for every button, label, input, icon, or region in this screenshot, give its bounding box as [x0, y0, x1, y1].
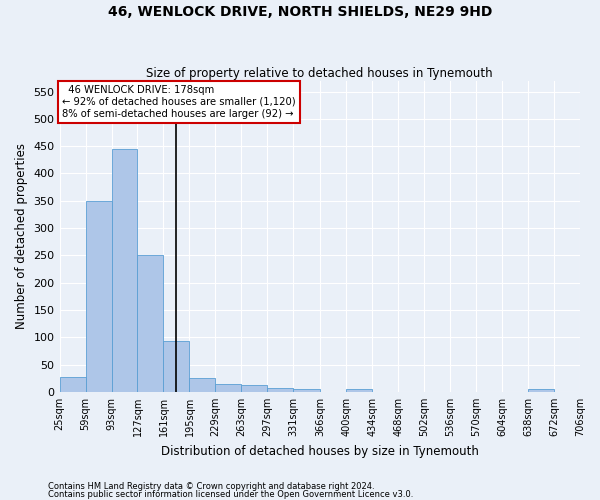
Bar	[268, 388, 293, 392]
Bar	[215, 384, 241, 392]
Text: Contains HM Land Registry data © Crown copyright and database right 2024.: Contains HM Land Registry data © Crown c…	[48, 482, 374, 491]
X-axis label: Distribution of detached houses by size in Tynemouth: Distribution of detached houses by size …	[161, 444, 479, 458]
Bar	[241, 386, 268, 392]
Y-axis label: Number of detached properties: Number of detached properties	[15, 144, 28, 330]
Text: Contains public sector information licensed under the Open Government Licence v3: Contains public sector information licen…	[48, 490, 413, 499]
Bar	[346, 388, 372, 392]
Text: 46 WENLOCK DRIVE: 178sqm
← 92% of detached houses are smaller (1,120)
8% of semi: 46 WENLOCK DRIVE: 178sqm ← 92% of detach…	[62, 86, 296, 118]
Bar	[59, 376, 86, 392]
Title: Size of property relative to detached houses in Tynemouth: Size of property relative to detached ho…	[146, 66, 493, 80]
Bar	[112, 149, 137, 392]
Bar	[293, 388, 320, 392]
Bar	[86, 201, 112, 392]
Bar	[528, 388, 554, 392]
Bar	[190, 378, 215, 392]
Text: 46, WENLOCK DRIVE, NORTH SHIELDS, NE29 9HD: 46, WENLOCK DRIVE, NORTH SHIELDS, NE29 9…	[108, 5, 492, 19]
Bar	[163, 341, 190, 392]
Bar	[137, 256, 163, 392]
